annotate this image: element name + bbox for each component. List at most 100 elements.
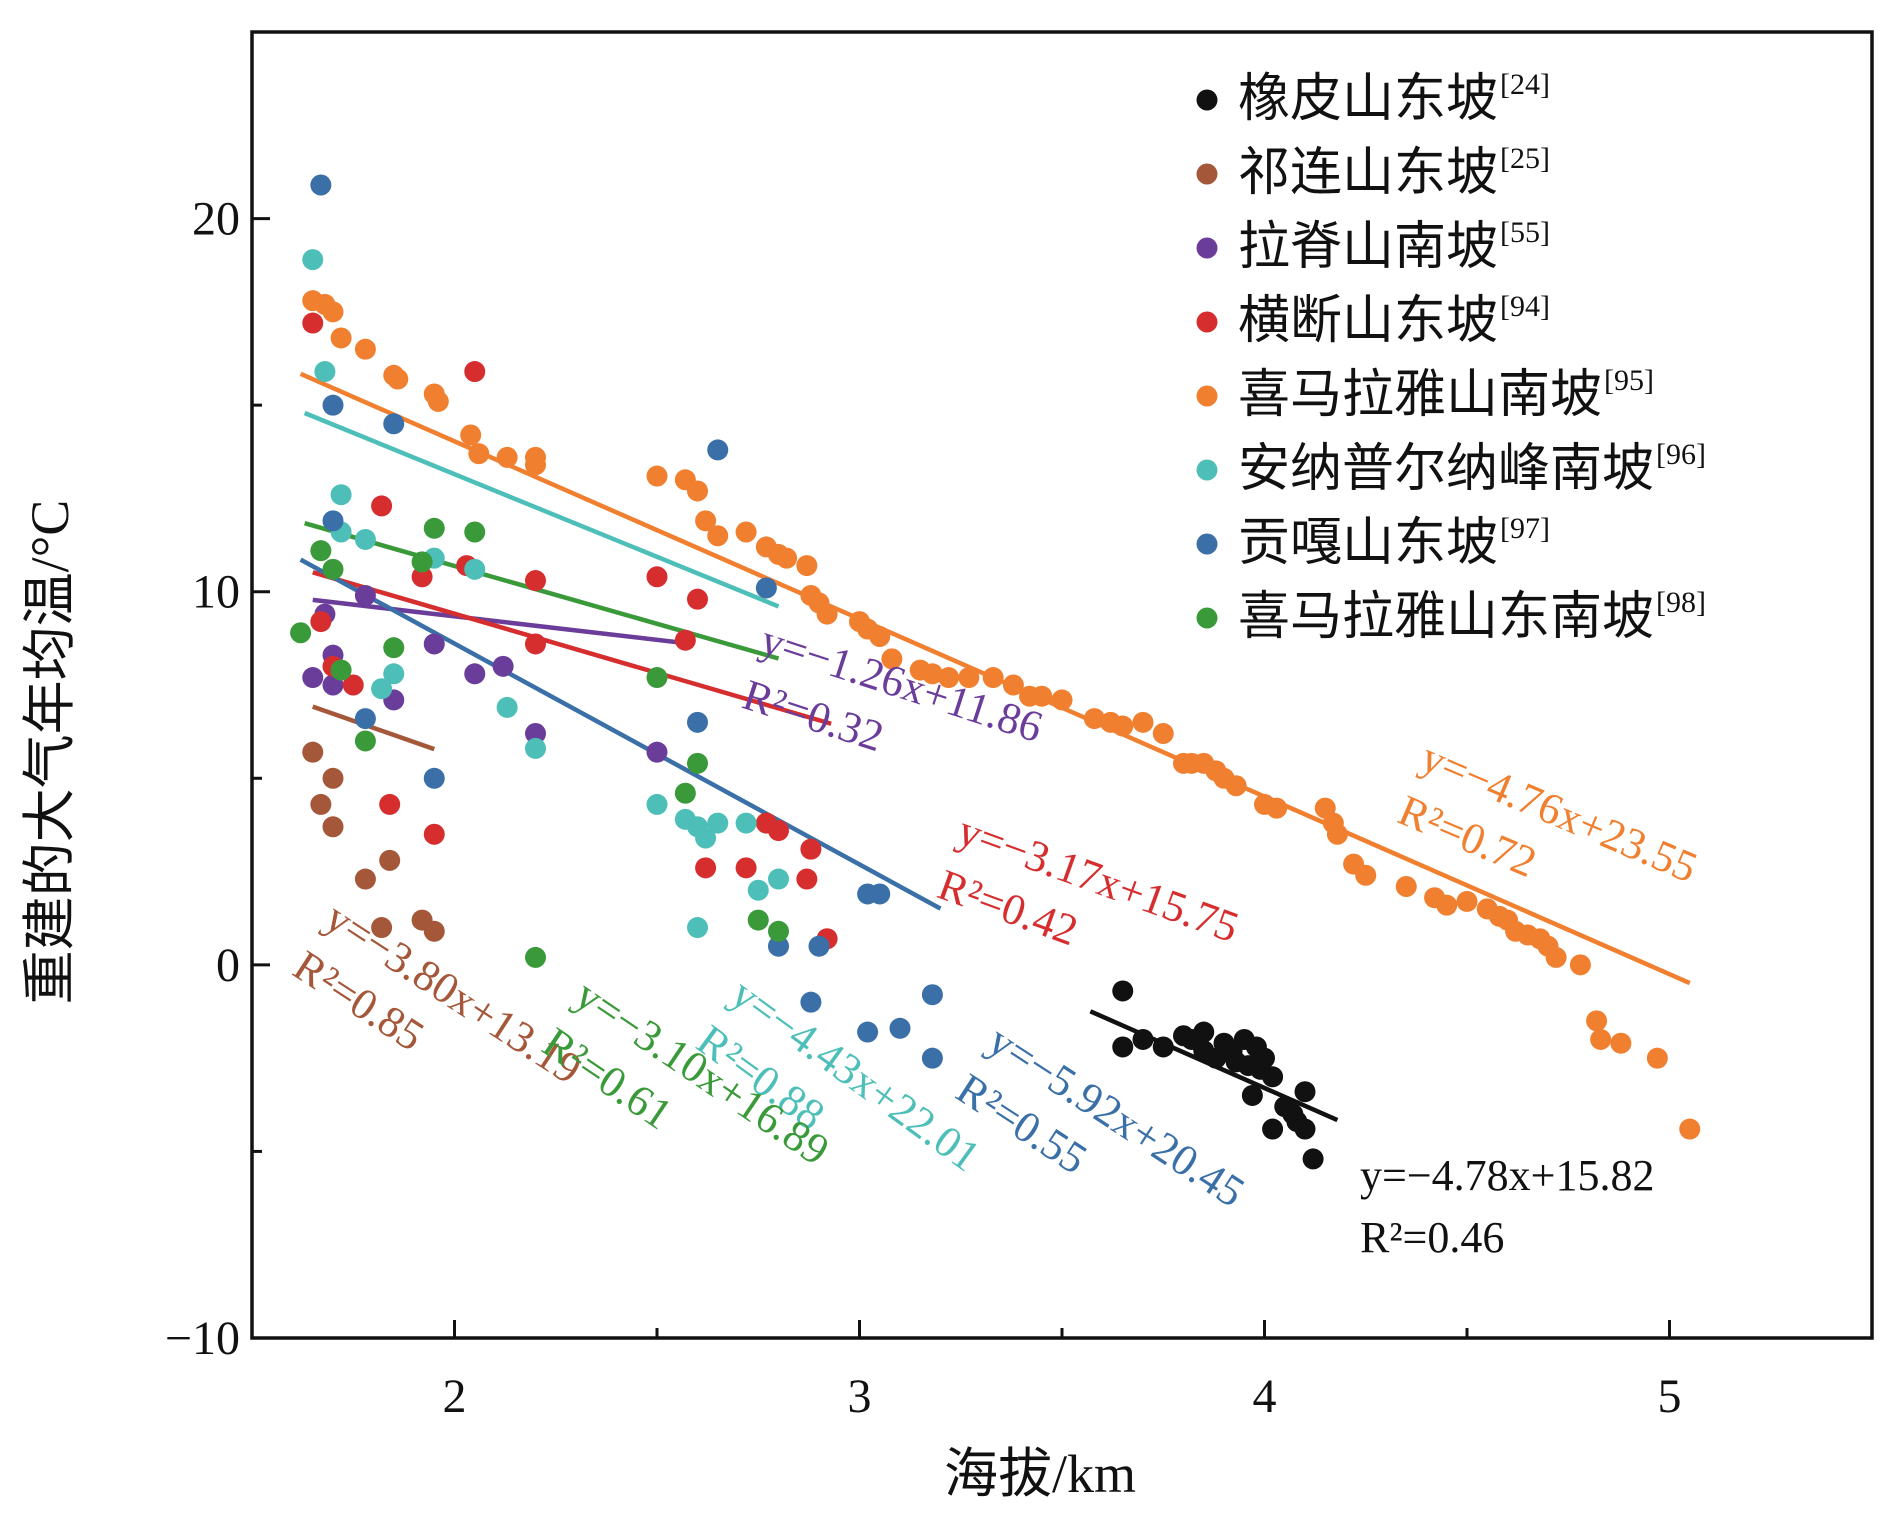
series-1-point xyxy=(354,868,376,890)
series-4-point xyxy=(1326,823,1348,845)
series-4-point xyxy=(1590,1028,1612,1050)
series-0-point xyxy=(1294,1081,1316,1103)
series-6-point xyxy=(707,439,729,461)
series-5-point xyxy=(354,528,376,550)
series-7-fit-line xyxy=(304,521,780,661)
series-4-point xyxy=(776,547,798,569)
series-3-point xyxy=(646,566,668,588)
series-2-point xyxy=(302,667,324,689)
legend-ref-3: [94] xyxy=(1500,290,1550,323)
legend-ref-2: [55] xyxy=(1500,216,1550,249)
series-0-point xyxy=(1262,1118,1284,1140)
series-5-point xyxy=(768,868,789,890)
x-tick-label-4: 4 xyxy=(1253,1370,1277,1423)
series-0-equation-text: y=−4.78x+15.82 xyxy=(1360,1151,1654,1200)
series-4-point xyxy=(1355,864,1377,886)
series-7-point xyxy=(674,782,696,804)
legend-ref-5: [96] xyxy=(1656,438,1706,471)
series-3-point xyxy=(379,793,401,815)
series-4-point xyxy=(387,368,409,390)
series-0-equation: y=−4.78x+15.82 R²=0.46 xyxy=(1360,1151,1654,1262)
legend-marker-2 xyxy=(1196,237,1218,259)
series-2-fit-line xyxy=(312,597,690,646)
series-0-point xyxy=(1112,1036,1134,1058)
series-4-point xyxy=(687,480,708,502)
series-4-point xyxy=(869,625,891,647)
series-6-point xyxy=(423,767,445,789)
series-4-point xyxy=(354,338,376,360)
series-4-point xyxy=(881,648,903,670)
series-5-point xyxy=(735,812,757,834)
series-0-point xyxy=(1294,1118,1316,1140)
series-4-point xyxy=(330,327,352,349)
series-4-point xyxy=(958,667,980,689)
series-6-point xyxy=(322,510,344,532)
series-0-point xyxy=(1132,1028,1154,1050)
series-3-point xyxy=(800,838,822,860)
series-4-point xyxy=(1083,708,1105,730)
legend-label-5: 安纳普尔纳峰南坡 xyxy=(1238,441,1654,498)
series-4-point xyxy=(496,446,518,468)
series-5-point xyxy=(646,793,668,815)
series-1-point xyxy=(310,793,332,815)
series-6-point xyxy=(768,935,789,957)
legend-label-7: 喜马拉雅山东南坡 xyxy=(1238,589,1654,646)
series-4-point xyxy=(1436,894,1458,916)
series-4-point xyxy=(938,667,960,689)
series-5-point xyxy=(707,812,729,834)
series-4-point xyxy=(921,663,943,685)
series-7-point xyxy=(525,946,546,968)
series-6-point xyxy=(310,174,332,196)
series-3-point xyxy=(768,820,789,842)
series-4-point xyxy=(1456,890,1478,912)
series-4-point xyxy=(1152,723,1174,745)
series-0-point xyxy=(1302,1148,1324,1170)
series-6-point xyxy=(383,413,405,435)
series-5-point xyxy=(747,879,769,901)
series-0-point xyxy=(1112,980,1134,1002)
series-5-fit-line xyxy=(303,410,780,609)
series-7-point xyxy=(310,540,332,562)
series-3-point xyxy=(796,868,818,890)
series-5-point xyxy=(496,696,518,718)
series-2-point xyxy=(646,741,668,763)
series-7-point xyxy=(646,667,668,689)
series-4-point xyxy=(1031,685,1053,707)
series-7-point xyxy=(322,558,344,580)
series-3-point xyxy=(423,823,445,845)
series-4-point xyxy=(322,301,344,323)
series-7-point xyxy=(464,521,486,543)
legend-marker-7 xyxy=(1196,607,1218,629)
series-3-point xyxy=(464,361,486,383)
series-4-point xyxy=(816,603,838,625)
legend-label-4: 喜马拉雅山南坡 xyxy=(1238,367,1602,424)
series-6-point xyxy=(857,1021,879,1043)
series-0-point xyxy=(1241,1084,1263,1106)
series-4-point xyxy=(1266,797,1288,819)
series-3-point xyxy=(674,629,696,651)
y-tick-label-20: 20 xyxy=(192,193,240,246)
series-6-point xyxy=(354,708,376,730)
series-3-point xyxy=(302,312,324,334)
series-7-point xyxy=(290,622,312,644)
legend-label-0: 橡皮山东坡 xyxy=(1238,71,1498,128)
series-2-point xyxy=(423,633,445,655)
series-4-point xyxy=(525,454,546,476)
y-axis-title: 重建的大气年均温/°C xyxy=(20,500,80,1005)
series-6-point xyxy=(322,394,344,416)
series-0-point xyxy=(1254,1047,1275,1069)
series-0-point xyxy=(1193,1021,1215,1043)
series-3-point xyxy=(411,566,433,588)
x-tick-label-5: 5 xyxy=(1658,1370,1682,1423)
series-4-point xyxy=(796,555,818,577)
y-tick-label-0: 0 xyxy=(216,939,240,992)
series-5-point xyxy=(687,917,708,939)
legend-marker-6 xyxy=(1196,533,1218,555)
x-tick-label-3: 3 xyxy=(848,1370,872,1423)
legend-ref-0: [24] xyxy=(1500,68,1550,101)
